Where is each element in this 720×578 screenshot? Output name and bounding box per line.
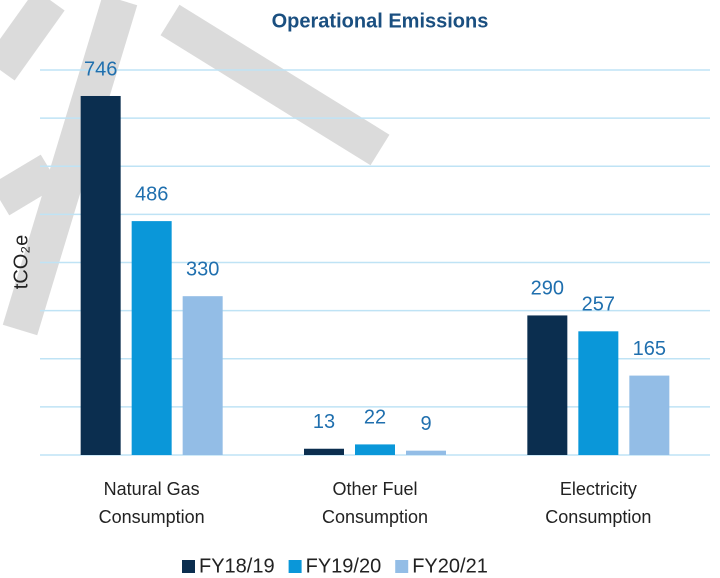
legend-label: FY18/19 [199, 555, 275, 577]
bar [131, 221, 172, 455]
bar [304, 448, 344, 455]
bar [355, 444, 395, 455]
watermark-stroke [160, 4, 390, 166]
value-label: 257 [582, 294, 615, 316]
bar [80, 95, 121, 456]
bar [578, 331, 619, 455]
value-label: 22 [364, 407, 386, 429]
bar [182, 296, 223, 455]
watermark [0, 0, 390, 336]
bar [406, 450, 446, 455]
value-label: 13 [313, 411, 335, 433]
x-tick-label: Other Fuel Consumption [321, 479, 429, 527]
legend-swatch [395, 560, 409, 573]
y-axis-label: tCO₂e [10, 235, 32, 289]
legend-swatch [288, 560, 302, 573]
bar [527, 315, 568, 455]
legend-label: FY19/20 [306, 555, 382, 577]
watermark-stroke [0, 0, 65, 81]
value-label: 486 [135, 183, 168, 205]
legend-label: FY20/21 [412, 555, 488, 577]
watermark-stroke [0, 154, 60, 216]
value-label: 9 [420, 413, 431, 435]
x-tick-label: Natural Gas Consumption [98, 479, 205, 527]
x-tick-label: Electricity Consumption [545, 479, 652, 527]
value-label: 746 [84, 58, 117, 80]
legend-swatch [182, 560, 195, 573]
watermark-stroke [2, 0, 138, 336]
bar [629, 375, 670, 455]
value-label: 165 [633, 338, 666, 360]
value-label: 290 [531, 278, 564, 300]
value-label: 330 [186, 258, 219, 280]
chart-title: Operational Emissions [272, 10, 489, 32]
